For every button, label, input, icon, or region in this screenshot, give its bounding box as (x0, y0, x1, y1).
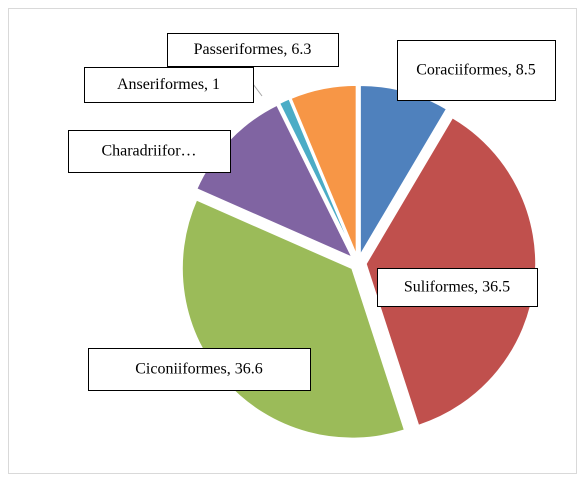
data-label-box (84, 67, 254, 103)
pie-slice (289, 84, 358, 256)
data-label-box (397, 40, 556, 101)
data-label: Charadriifor… (101, 143, 196, 160)
data-label-box (88, 348, 311, 391)
data-label-box (167, 33, 339, 67)
data-label: Ciconiiformes, 36.6 (135, 361, 263, 378)
data-label-box (68, 130, 231, 173)
data-label: Anseriformes, 1 (117, 76, 220, 93)
data-label-box (377, 268, 538, 307)
leader-line (252, 83, 263, 97)
data-label: Passeriformes, 6.3 (194, 41, 312, 58)
pie-slice (278, 97, 356, 257)
data-label: Coraciiformes, 8.5 (416, 62, 536, 79)
data-label: Suliformes, 36.5 (404, 279, 510, 296)
